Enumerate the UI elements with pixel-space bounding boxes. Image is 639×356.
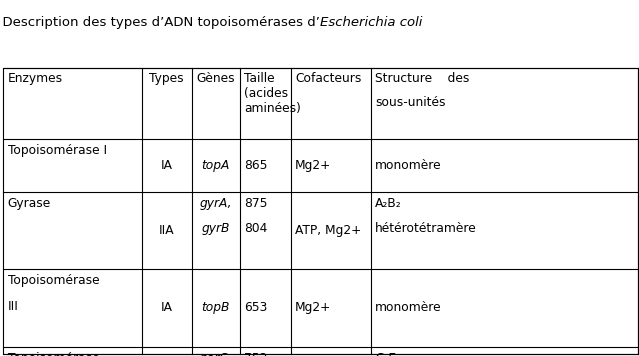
Text: gyrB: gyrB — [201, 222, 230, 235]
Text: Cofacteurs: Cofacteurs — [295, 72, 362, 85]
Text: topA: topA — [201, 159, 230, 172]
Text: hétérotétramère: hétérotétramère — [375, 222, 477, 235]
Text: Types: Types — [150, 72, 184, 85]
Text: 865: 865 — [244, 159, 268, 172]
Text: Tableau I. Description des types d’ADN topoisomérases d’: Tableau I. Description des types d’ADN t… — [0, 16, 320, 29]
Text: sous-unités: sous-unités — [375, 96, 445, 109]
Text: IA: IA — [161, 302, 173, 314]
Text: Topoisomérase: Topoisomérase — [8, 352, 99, 356]
Text: monomère: monomère — [375, 302, 442, 314]
Text: Gyrase: Gyrase — [8, 197, 51, 210]
Text: IA: IA — [161, 159, 173, 172]
Text: gyrA,: gyrA, — [199, 197, 232, 210]
Text: 804: 804 — [244, 222, 268, 235]
Text: A₂B₂: A₂B₂ — [375, 197, 402, 210]
Text: monomère: monomère — [375, 159, 442, 172]
Text: parC,: parC, — [199, 352, 232, 356]
Text: 875: 875 — [244, 197, 268, 210]
Text: 653: 653 — [244, 302, 268, 314]
Text: 752: 752 — [244, 352, 268, 356]
Text: Enzymes: Enzymes — [8, 72, 63, 85]
Text: Topoisomérase I: Topoisomérase I — [8, 144, 107, 157]
Text: C₂E₂: C₂E₂ — [375, 352, 401, 356]
Text: Mg2+: Mg2+ — [295, 159, 332, 172]
Text: Taille
(acides
aminées): Taille (acides aminées) — [244, 72, 301, 115]
Text: IIA: IIA — [159, 224, 174, 237]
Text: Escherichia coli: Escherichia coli — [320, 16, 422, 29]
Text: III: III — [8, 300, 19, 313]
Text: Mg2+: Mg2+ — [295, 302, 332, 314]
Bar — [3, 68, 638, 354]
Text: Gènes: Gènes — [196, 72, 235, 85]
Text: ATP, Mg2+: ATP, Mg2+ — [295, 224, 362, 237]
Text: Topoisomérase: Topoisomérase — [8, 274, 99, 287]
Text: topB: topB — [201, 302, 230, 314]
Text: Structure    des: Structure des — [375, 72, 470, 85]
